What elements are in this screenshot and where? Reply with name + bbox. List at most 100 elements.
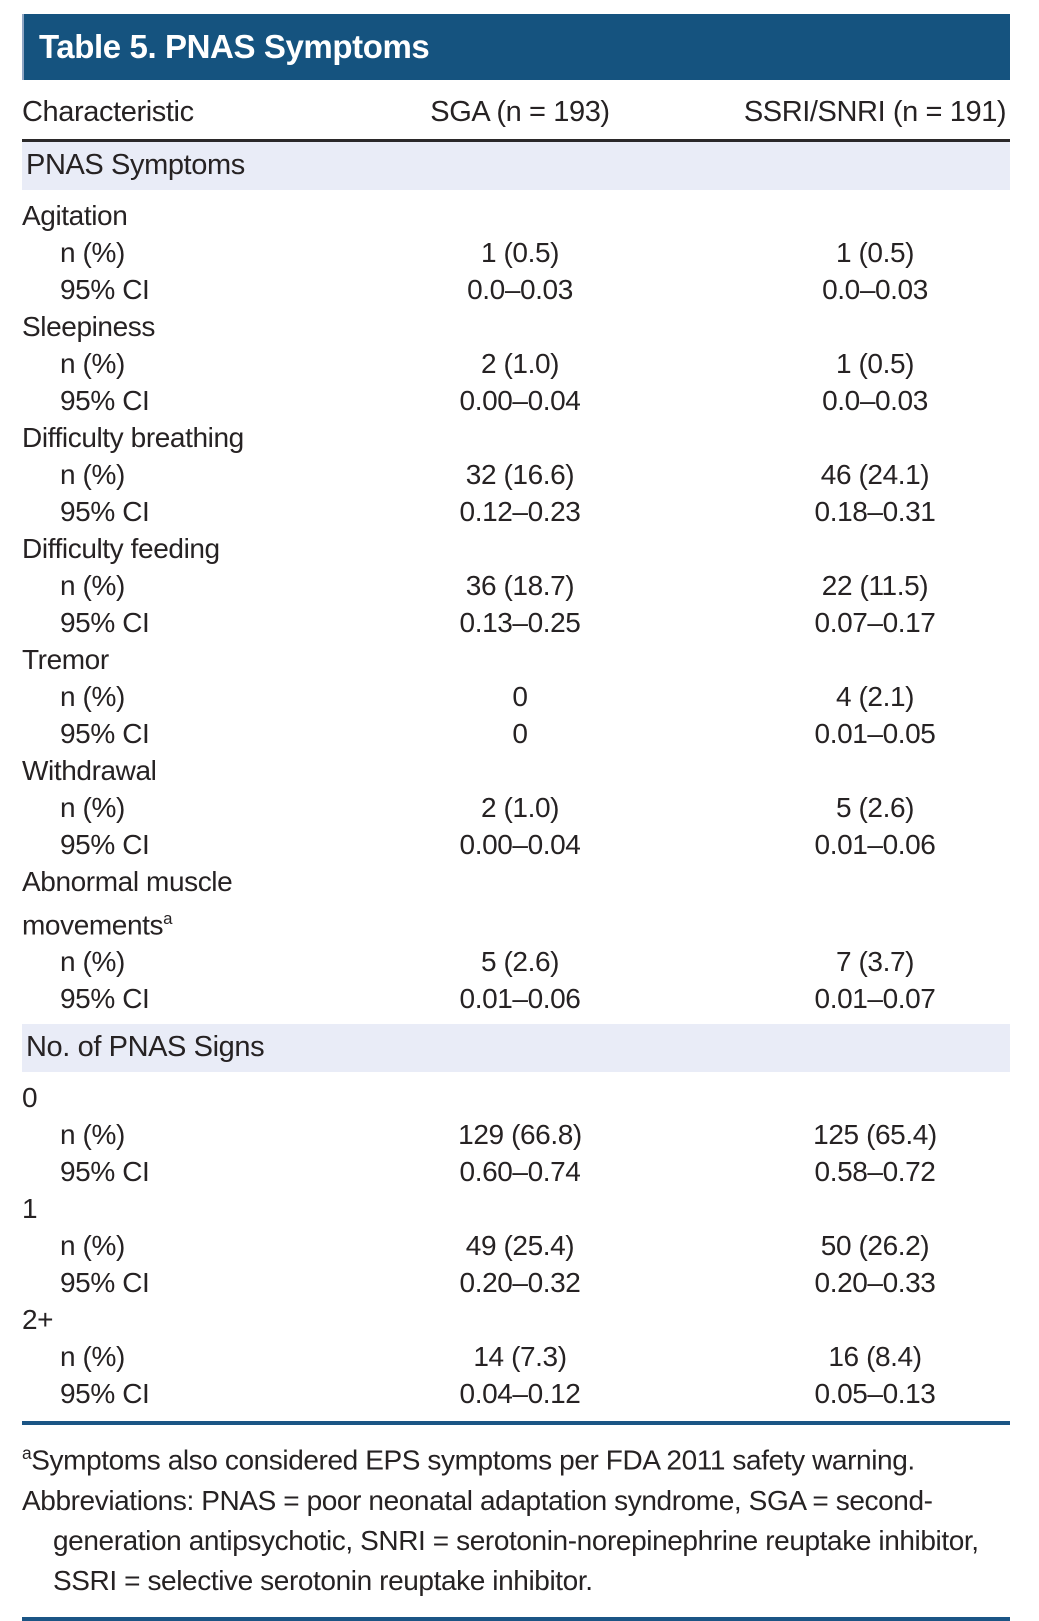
table-row: n (%) 32 (16.6) 46 (24.1) xyxy=(22,456,1010,493)
table-row: n (%) 129 (66.8) 125 (65.4) xyxy=(22,1116,1010,1153)
group-label-text: 2+ xyxy=(22,1304,54,1336)
group-label-text: Difficulty breathing xyxy=(22,422,244,453)
table-row: 95% CI 0.60–0.74 0.58–0.72 xyxy=(22,1153,1010,1190)
value-ssri-snri: 46 (24.1) xyxy=(820,459,930,490)
value-sga: 32 (16.6) xyxy=(465,459,575,490)
table-row: 95% CI 0.13–0.25 0.07–0.17 xyxy=(22,604,1010,641)
row-label: n (%) xyxy=(60,792,125,823)
table-title: Table 5. PNAS Symptoms xyxy=(39,28,430,65)
value-ssri-snri: 1 (0.5) xyxy=(835,348,915,379)
group-label: 0 xyxy=(22,1079,300,1116)
row-label: n (%) xyxy=(60,1230,125,1262)
value-ssri-snri: 0.01–0.05 xyxy=(814,718,936,749)
group-label-text: Withdrawal xyxy=(22,755,157,786)
value-ssri-snri: 0.0–0.03 xyxy=(822,274,928,305)
value-sga: 1 (0.5) xyxy=(480,237,560,268)
group-label: Withdrawal xyxy=(22,752,300,789)
value-ssri-snri: 1 (0.5) xyxy=(835,237,915,268)
row-label: 95% CI xyxy=(60,607,150,638)
row-label: n (%) xyxy=(60,237,125,268)
value-ssri-snri: 0.20–0.33 xyxy=(814,1267,936,1299)
value-sga: 0.13–0.25 xyxy=(459,607,581,638)
table-body: PNAS Symptoms Agitation n (%) 1 (0.5) 1 (0.5… xyxy=(22,142,1010,1412)
row-label: 95% CI xyxy=(60,385,150,416)
group-label-text: Abnormal muscle movements xyxy=(22,866,233,941)
column-header-sga: SGA (n = 193) xyxy=(430,96,610,128)
table-row: n (%) 5 (2.6) 7 (3.7) xyxy=(22,943,1010,980)
row-label: n (%) xyxy=(60,459,125,490)
value-ssri-snri: 0.18–0.31 xyxy=(814,496,936,527)
column-header-characteristic: Characteristic xyxy=(22,96,194,128)
group-label-text: Difficulty feeding xyxy=(22,533,220,564)
table-row: n (%) 0 4 (2.1) xyxy=(22,678,1010,715)
row-label: n (%) xyxy=(60,1341,125,1373)
table-row: n (%) 14 (7.3) 16 (8.4) xyxy=(22,1338,1010,1375)
value-sga: 0 xyxy=(512,681,528,712)
group-label: Difficulty breathing xyxy=(22,419,300,456)
footnote-a-marker: a xyxy=(22,1443,32,1464)
table-row: n (%) 49 (25.4) 50 (26.2) xyxy=(22,1227,1010,1264)
value-sga: 0.00–0.04 xyxy=(459,385,581,416)
row-label: 95% CI xyxy=(60,1378,150,1410)
value-ssri-snri: 0.05–0.13 xyxy=(814,1378,936,1410)
table-row: 95% CI 0.00–0.04 0.01–0.06 xyxy=(22,826,1010,863)
value-sga: 36 (18.7) xyxy=(465,570,575,601)
footnote-divider xyxy=(22,1421,1010,1426)
value-ssri-snri: 22 (11.5) xyxy=(821,570,929,601)
group-label-text: Tremor xyxy=(22,644,109,675)
group-label: 2+ xyxy=(22,1301,300,1338)
value-sga: 49 (25.4) xyxy=(465,1230,575,1262)
row-label: n (%) xyxy=(60,570,125,601)
value-ssri-snri: 4 (2.1) xyxy=(835,681,915,712)
value-sga: 0.12–0.23 xyxy=(459,496,581,527)
row-label: n (%) xyxy=(60,1119,125,1151)
bottom-divider xyxy=(22,1616,1010,1621)
value-ssri-snri: 5 (2.6) xyxy=(835,792,915,823)
column-header-ssri-snri: SSRI/SNRI (n = 191) xyxy=(743,96,1007,128)
value-sga: 0.0–0.03 xyxy=(467,274,573,305)
group-label: Agitation xyxy=(22,197,300,234)
table-title-bar: Table 5. PNAS Symptoms xyxy=(22,14,1010,80)
group-label: Sleepiness xyxy=(22,308,300,345)
footnote-abbreviations: Abbreviations: PNAS = poor neonatal adap… xyxy=(22,1484,979,1596)
row-label: n (%) xyxy=(60,348,125,379)
table-row: n (%) 2 (1.0) 5 (2.6) xyxy=(22,789,1010,826)
row-label: 95% CI xyxy=(60,496,150,527)
table-row: n (%) 2 (1.0) 1 (0.5) xyxy=(22,345,1010,382)
value-sga: 0.01–0.06 xyxy=(459,983,581,1015)
value-sga: 0.04–0.12 xyxy=(459,1378,581,1410)
row-label: 95% CI xyxy=(60,718,150,749)
table-row: 95% CI 0.0–0.03 0.0–0.03 xyxy=(22,271,1010,308)
value-ssri-snri: 50 (26.2) xyxy=(820,1230,930,1262)
section-header: No. of PNAS Signs xyxy=(22,1024,1010,1073)
value-ssri-snri: 0.0–0.03 xyxy=(822,385,928,416)
value-ssri-snri: 0.01–0.06 xyxy=(814,829,936,860)
value-sga: 0 xyxy=(512,718,528,749)
group-label-superscript: a xyxy=(163,909,173,928)
value-sga: 5 (2.6) xyxy=(480,946,560,978)
section-header: PNAS Symptoms xyxy=(22,142,1010,190)
table-row: 95% CI 0.12–0.23 0.18–0.31 xyxy=(22,493,1010,530)
group-label-text: Sleepiness xyxy=(22,311,155,342)
row-label: 95% CI xyxy=(60,1267,150,1299)
value-ssri-snri: 125 (65.4) xyxy=(813,1119,937,1151)
row-label: n (%) xyxy=(60,681,125,712)
value-ssri-snri: 0.07–0.17 xyxy=(814,607,936,638)
row-label: 95% CI xyxy=(60,1156,150,1188)
header-divider xyxy=(22,139,1010,142)
footnotes: aSymptoms also considered EPS symptoms p… xyxy=(22,1425,1010,1610)
table-row: 95% CI 0 0.01–0.05 xyxy=(22,715,1010,752)
value-sga: 0.60–0.74 xyxy=(459,1156,581,1188)
row-label: 95% CI xyxy=(60,829,150,860)
value-ssri-snri: 0.01–0.07 xyxy=(814,983,936,1015)
table-row: 95% CI 0.01–0.06 0.01–0.07 xyxy=(22,980,1010,1017)
table-row: 95% CI 0.20–0.32 0.20–0.33 xyxy=(22,1264,1010,1301)
table-row: 95% CI 0.04–0.12 0.05–0.13 xyxy=(22,1375,1010,1412)
value-sga: 14 (7.3) xyxy=(473,1341,567,1373)
group-label-text: 1 xyxy=(22,1193,38,1225)
row-label: n (%) xyxy=(60,946,125,978)
value-sga: 0.20–0.32 xyxy=(459,1267,581,1299)
value-sga: 2 (1.0) xyxy=(480,792,560,823)
group-label: 1 xyxy=(22,1190,300,1227)
group-label: Tremor xyxy=(22,641,300,678)
